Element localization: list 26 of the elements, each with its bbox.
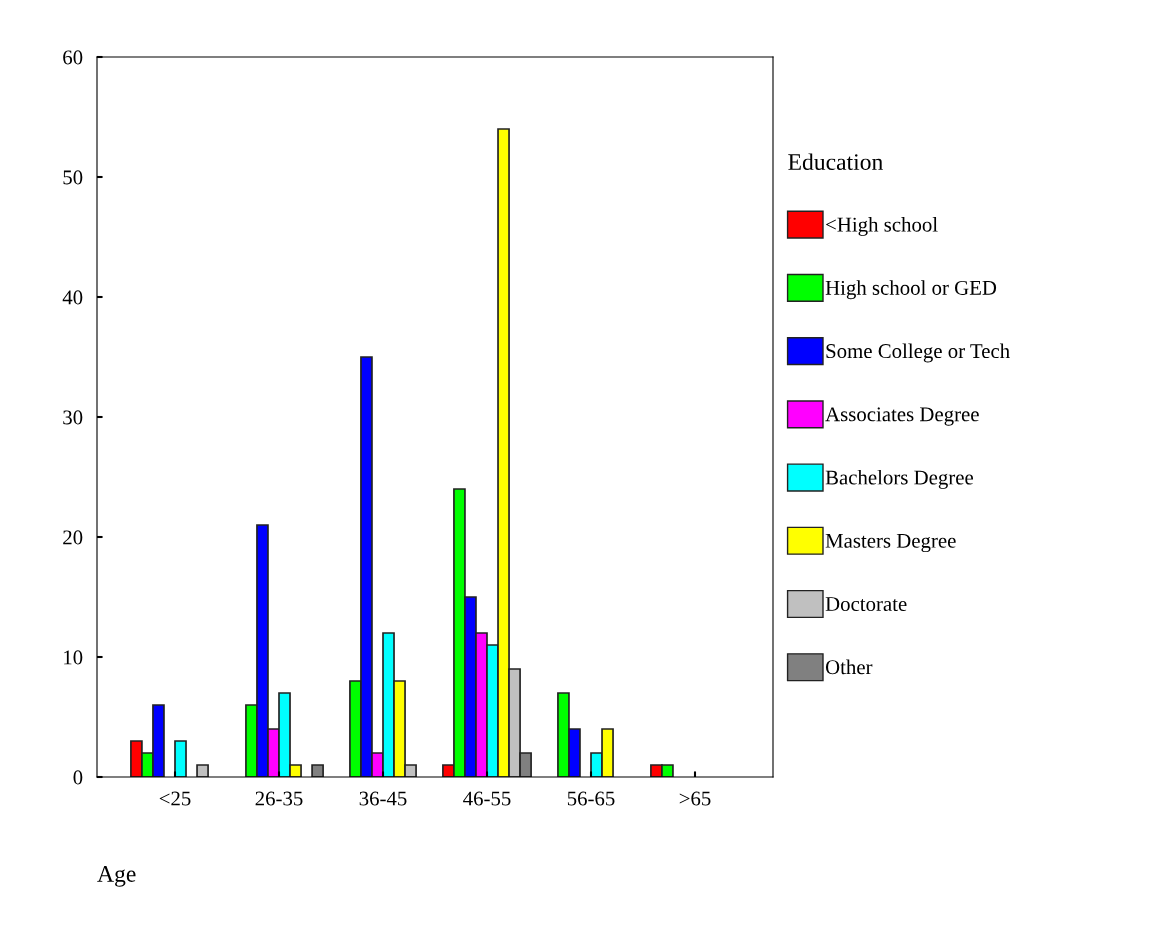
legend-label: Associates Degree [825, 407, 979, 426]
y-tick-label: 50 [63, 170, 83, 185]
x-tick-label: 46-55 [463, 791, 511, 806]
x-tick-label: <25 [159, 791, 191, 806]
y-tick-label: 10 [64, 650, 83, 665]
legend-title: Education [788, 153, 883, 170]
y-tick-label: 30 [63, 410, 83, 425]
y-tick-label: 20 [63, 530, 83, 545]
legend-label: Some College or Tech [826, 343, 1010, 363]
y-tick-label: 40 [62, 290, 83, 305]
legend-label: <High school [826, 217, 938, 236]
legend-label: Doctorate [825, 597, 907, 612]
legend-label: High school or GED [825, 280, 997, 300]
bar [311, 764, 324, 777]
y-tick-label: 60 [63, 50, 83, 65]
legend-label: Masters Degree [825, 533, 956, 553]
bar [174, 740, 187, 777]
x-axis-title: Age [97, 866, 136, 887]
legend-label: Other [825, 659, 873, 675]
y-tick-label: 0 [73, 770, 83, 785]
x-tick-label: 36-45 [359, 791, 407, 806]
x-tick-label: 56-65 [567, 791, 615, 806]
legend-label: Bachelors Degree [825, 469, 974, 489]
x-tick-label: >65 [679, 791, 711, 806]
x-tick-label: 26-35 [255, 791, 303, 806]
bar [196, 764, 209, 777]
